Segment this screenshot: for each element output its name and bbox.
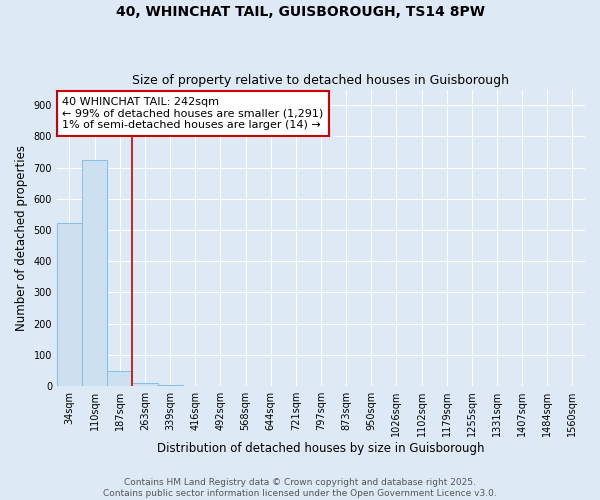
Text: Contains HM Land Registry data © Crown copyright and database right 2025.
Contai: Contains HM Land Registry data © Crown c… [103, 478, 497, 498]
Bar [107, 372, 133, 386]
Text: 40, WHINCHAT TAIL, GUISBOROUGH, TS14 8PW: 40, WHINCHAT TAIL, GUISBOROUGH, TS14 8PW [115, 5, 485, 19]
Bar [57, 223, 82, 386]
Text: 40 WHINCHAT TAIL: 242sqm
← 99% of detached houses are smaller (1,291)
1% of semi: 40 WHINCHAT TAIL: 242sqm ← 99% of detach… [62, 97, 323, 130]
Bar [82, 160, 107, 386]
Title: Size of property relative to detached houses in Guisborough: Size of property relative to detached ho… [133, 74, 509, 87]
X-axis label: Distribution of detached houses by size in Guisborough: Distribution of detached houses by size … [157, 442, 485, 455]
Bar [158, 385, 182, 386]
Y-axis label: Number of detached properties: Number of detached properties [15, 145, 28, 331]
Bar [133, 383, 158, 386]
